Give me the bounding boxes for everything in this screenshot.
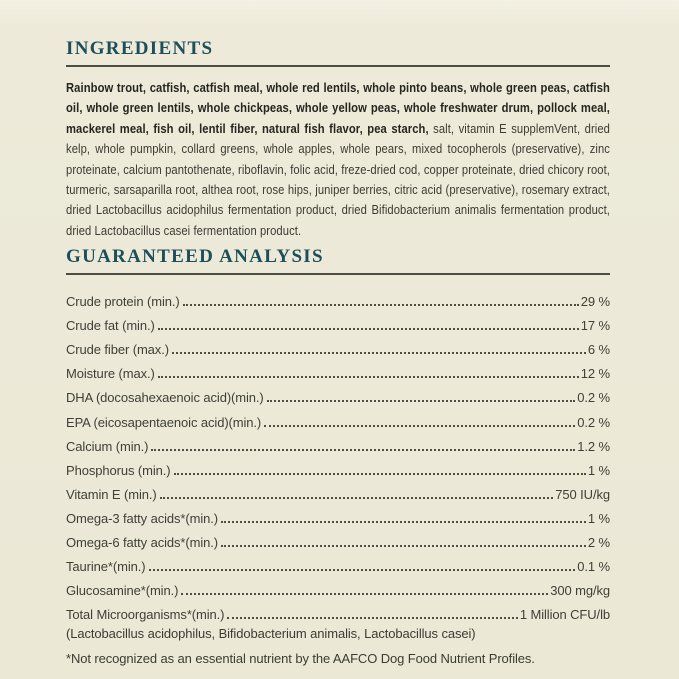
analysis-row-label: Crude fat (min.)	[66, 318, 155, 334]
analysis-row-label: Moisture (max.)	[66, 366, 155, 382]
guaranteed-analysis-heading: GUARANTEED ANALYSIS	[66, 246, 324, 267]
analysis-footnote: (Lactobacillus acidophilus, Bifidobacter…	[66, 626, 476, 642]
analysis-row-value: 2 %	[587, 535, 610, 551]
analysis-row-label: Glucosamine*(min.)	[66, 583, 179, 599]
analysis-row-value: 0.2 %	[577, 390, 610, 406]
analysis-row-label: Phosphorus (min.)	[66, 462, 171, 478]
ingredients-paragraph: Rainbow trout, catfish, catfish meal, wh…	[66, 78, 610, 241]
analysis-row-label: Omega-3 fatty acids*(min.)	[66, 510, 219, 526]
analysis-row-label: Omega-6 fatty acids*(min.)	[66, 535, 219, 551]
analysis-row-label: Vitamin E (min.)	[66, 486, 157, 502]
analysis-row: Omega-6 fatty acids*(min.) 2 %	[66, 526, 610, 550]
analysis-row-label: Taurine*(min.)	[66, 559, 146, 575]
analysis-row: Omega-3 fatty acids*(min.) 1 %	[66, 502, 610, 526]
analysis-row: DHA (docosahexaenoic acid)(min.) 0.2 %	[66, 381, 610, 405]
analysis-row-value: 1.2 %	[577, 438, 610, 454]
analysis-row: Phosphorus (min.) 1 %	[66, 454, 610, 478]
analysis-row-value: 6 %	[587, 342, 610, 358]
dot-leader	[264, 424, 576, 427]
analysis-row-value: 1 %	[587, 510, 610, 526]
analysis-row-value: 1 %	[587, 462, 610, 478]
ingredients-heading-rule	[66, 65, 610, 67]
analysis-row: Crude protein (min.) 29 %	[66, 285, 610, 309]
dot-leader	[182, 304, 579, 307]
analysis-row-label: Crude fiber (max.)	[66, 342, 169, 358]
analysis-row: Moisture (max.) 12 %	[66, 357, 610, 381]
guaranteed-analysis-section: GUARANTEED ANALYSIS Crude protein (min.)…	[66, 246, 610, 671]
analysis-row: Crude fat (min.) 17 %	[66, 309, 610, 333]
ingredients-secondary-list: salt, vitamin E supplemVent, dried kelp,…	[66, 120, 610, 238]
dot-leader	[148, 569, 576, 572]
analysis-row: Crude fiber (max.) 6 %	[66, 333, 610, 357]
guaranteed-analysis-table: Crude protein (min.) 29 % Crude fat (min…	[66, 285, 610, 622]
analysis-row-value: 12 %	[580, 366, 610, 382]
analysis-row-label: Total Microorganisms*(min.)	[66, 607, 225, 623]
ingredients-heading: INGREDIENTS	[66, 38, 214, 59]
analysis-row-label: EPA (eicosapentaenoic acid)(min.)	[66, 414, 262, 430]
analysis-row: Glucosamine*(min.) 300 mg/kg	[66, 574, 610, 598]
dot-leader	[266, 400, 576, 403]
analysis-row-value: 0.1 %	[577, 559, 610, 575]
dot-leader	[159, 496, 554, 499]
dot-leader	[221, 520, 586, 523]
analysis-footnote: *Not recognized as an essential nutrient…	[66, 650, 535, 666]
analysis-row: Taurine*(min.) 0.1 %	[66, 550, 610, 574]
dot-leader	[221, 545, 586, 548]
dot-leader	[157, 328, 579, 331]
dot-leader	[227, 617, 518, 620]
dot-leader	[157, 376, 579, 379]
analysis-row-label: Crude protein (min.)	[66, 294, 180, 310]
analysis-row-label: Calcium (min.)	[66, 438, 149, 454]
analysis-row: EPA (eicosapentaenoic acid)(min.) 0.2 %	[66, 405, 610, 430]
analysis-row-value: 0.2 %	[577, 414, 610, 430]
guaranteed-analysis-footnotes: (Lactobacillus acidophilus, Bifidobacter…	[66, 622, 610, 671]
analysis-row: Calcium (min.) 1.2 %	[66, 430, 610, 454]
dot-leader	[171, 352, 586, 355]
analysis-row-value: 29 %	[580, 294, 610, 310]
dot-leader	[181, 593, 549, 596]
analysis-row-value: 17 %	[580, 318, 610, 334]
dot-leader	[173, 472, 586, 475]
analysis-row-value: 300 mg/kg	[550, 583, 610, 599]
analysis-row-value: 750 IU/kg	[555, 486, 610, 502]
analysis-row-label: DHA (docosahexaenoic acid)(min.)	[66, 390, 264, 406]
analysis-row-value: 1 Million CFU/lb	[519, 607, 610, 623]
analysis-row: Vitamin E (min.) 750 IU/kg	[66, 478, 610, 502]
ingredients-section: INGREDIENTS Rainbow trout, catfish, catf…	[66, 38, 610, 246]
guaranteed-analysis-heading-rule	[66, 273, 610, 275]
dot-leader	[151, 448, 576, 451]
analysis-row: Total Microorganisms*(min.) 1 Million CF…	[66, 598, 610, 622]
ingredients-primary-list: Rainbow trout, catfish, catfish meal, wh…	[66, 80, 610, 136]
